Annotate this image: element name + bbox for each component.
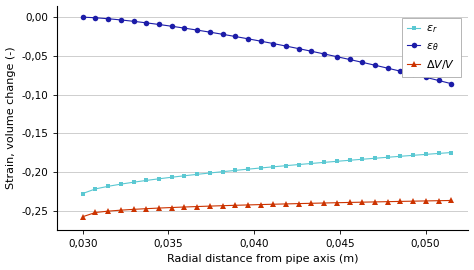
$\varepsilon_r$ <box>398 155 403 158</box>
$\Delta V/V$ <box>448 199 454 202</box>
$\Delta V/V$ <box>182 205 187 209</box>
$\Delta V/V$ <box>283 202 289 205</box>
$\Delta V/V$ <box>92 211 98 214</box>
$\varepsilon_\theta$ <box>309 50 314 53</box>
$\varepsilon_\theta$ <box>182 26 187 30</box>
$\varepsilon_\theta$ <box>105 17 111 20</box>
$\varepsilon_\theta$ <box>372 64 378 67</box>
$\varepsilon_r$ <box>131 181 137 184</box>
$\varepsilon_r$ <box>156 177 162 180</box>
$\varepsilon_\theta$ <box>131 20 137 23</box>
$\Delta V/V$ <box>156 207 162 210</box>
X-axis label: Radial distance from pipe axis (m): Radial distance from pipe axis (m) <box>167 254 358 264</box>
$\varepsilon_r$ <box>423 153 428 156</box>
$\varepsilon_r$ <box>105 185 111 188</box>
$\Delta V/V$ <box>245 203 251 207</box>
$\varepsilon_r$ <box>372 157 378 160</box>
$\Delta V/V$ <box>423 199 428 202</box>
$\varepsilon_\theta$ <box>80 16 86 19</box>
$\varepsilon_\theta$ <box>144 21 149 25</box>
$\Delta V/V$ <box>232 204 238 207</box>
$\varepsilon_\theta$ <box>410 73 416 76</box>
Line: $\varepsilon_\theta$: $\varepsilon_\theta$ <box>80 14 454 86</box>
$\Delta V/V$ <box>219 204 225 207</box>
$\varepsilon_r$ <box>219 170 225 173</box>
$\Delta V/V$ <box>436 199 441 202</box>
$\varepsilon_r$ <box>245 168 251 171</box>
Line: $\Delta V/V$: $\Delta V/V$ <box>80 198 454 220</box>
$\Delta V/V$ <box>80 215 86 218</box>
$\Delta V/V$ <box>131 208 137 211</box>
$\varepsilon_r$ <box>92 187 98 191</box>
$\Delta V/V$ <box>398 200 403 203</box>
$\varepsilon_\theta$ <box>359 61 365 64</box>
$\varepsilon_r$ <box>321 161 327 164</box>
$\varepsilon_r$ <box>436 152 441 155</box>
$\varepsilon_\theta$ <box>321 52 327 56</box>
Legend: $\varepsilon_r$, $\varepsilon_\theta$, $\Delta V/V$: $\varepsilon_r$, $\varepsilon_\theta$, $… <box>401 18 461 77</box>
$\varepsilon_\theta$ <box>258 39 264 43</box>
$\varepsilon_r$ <box>207 171 213 175</box>
$\varepsilon_\theta$ <box>118 18 124 22</box>
$\varepsilon_r$ <box>80 192 86 195</box>
$\Delta V/V$ <box>144 207 149 210</box>
$\Delta V/V$ <box>271 202 276 206</box>
$\varepsilon_\theta$ <box>385 67 391 70</box>
$\varepsilon_\theta$ <box>283 45 289 48</box>
$\Delta V/V$ <box>105 210 111 213</box>
$\varepsilon_r$ <box>283 164 289 167</box>
$\Delta V/V$ <box>207 204 213 208</box>
$\Delta V/V$ <box>309 202 314 205</box>
$\varepsilon_\theta$ <box>448 82 454 85</box>
$\varepsilon_r$ <box>309 162 314 165</box>
$\varepsilon_\theta$ <box>194 28 200 32</box>
$\Delta V/V$ <box>296 202 301 205</box>
$\Delta V/V$ <box>347 201 353 204</box>
$\Delta V/V$ <box>258 203 264 206</box>
$\Delta V/V$ <box>334 201 340 204</box>
$\Delta V/V$ <box>359 201 365 204</box>
$\Delta V/V$ <box>372 200 378 204</box>
$\varepsilon_\theta$ <box>436 79 441 82</box>
$\Delta V/V$ <box>385 200 391 203</box>
$\varepsilon_\theta$ <box>207 31 213 34</box>
$\varepsilon_\theta$ <box>347 58 353 61</box>
$\varepsilon_r$ <box>182 174 187 177</box>
$\varepsilon_\theta$ <box>92 16 98 19</box>
$\varepsilon_r$ <box>385 156 391 159</box>
$\varepsilon_\theta$ <box>156 23 162 26</box>
$\varepsilon_\theta$ <box>423 76 428 79</box>
$\varepsilon_\theta$ <box>169 25 174 28</box>
$\varepsilon_r$ <box>118 183 124 186</box>
$\varepsilon_r$ <box>232 169 238 172</box>
$\varepsilon_\theta$ <box>219 33 225 36</box>
$\Delta V/V$ <box>118 208 124 212</box>
$\varepsilon_\theta$ <box>398 70 403 73</box>
$\varepsilon_r$ <box>144 179 149 182</box>
$\varepsilon_r$ <box>271 165 276 168</box>
$\varepsilon_r$ <box>359 158 365 161</box>
Y-axis label: Strain, volume change (-): Strain, volume change (-) <box>6 46 16 189</box>
$\varepsilon_r$ <box>448 151 454 154</box>
$\varepsilon_\theta$ <box>334 55 340 58</box>
$\Delta V/V$ <box>169 206 174 209</box>
$\Delta V/V$ <box>321 201 327 205</box>
$\varepsilon_r$ <box>410 154 416 157</box>
$\varepsilon_\theta$ <box>232 35 238 38</box>
$\varepsilon_r$ <box>194 173 200 176</box>
Line: $\varepsilon_r$: $\varepsilon_r$ <box>81 150 454 196</box>
$\varepsilon_r$ <box>347 159 353 162</box>
$\varepsilon_r$ <box>296 163 301 166</box>
$\varepsilon_\theta$ <box>271 42 276 45</box>
$\varepsilon_r$ <box>169 176 174 179</box>
$\Delta V/V$ <box>410 200 416 203</box>
$\Delta V/V$ <box>194 205 200 208</box>
$\varepsilon_r$ <box>258 166 264 170</box>
$\varepsilon_\theta$ <box>296 47 301 50</box>
$\varepsilon_r$ <box>334 160 340 163</box>
$\varepsilon_\theta$ <box>245 37 251 40</box>
